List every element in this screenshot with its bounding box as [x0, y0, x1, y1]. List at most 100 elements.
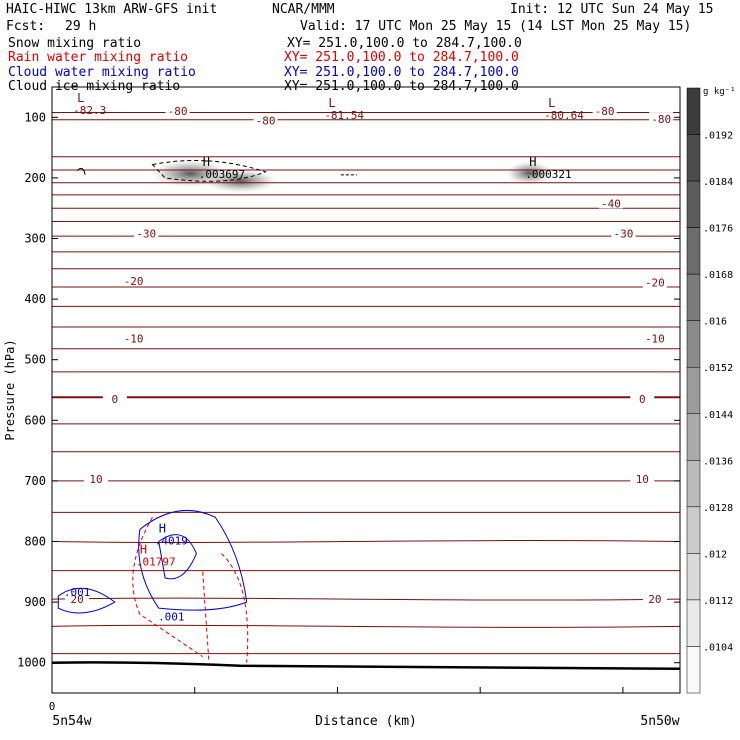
extremum-value: -82.3	[73, 104, 106, 117]
contour-label-bg	[121, 273, 146, 286]
extremum-value: .01797	[136, 556, 176, 569]
colorbar-segment	[686, 273, 701, 321]
extremum-marker: L	[548, 96, 555, 110]
terrain-surface	[51, 661, 681, 671]
colorbar-tick-label: .0104	[703, 642, 733, 653]
contour-label-bg	[642, 275, 667, 288]
extremum-marker: H	[140, 543, 147, 557]
temperature-contour-label: -80	[256, 114, 276, 127]
contour-label-bg	[134, 226, 159, 239]
ice-blob-2	[505, 161, 554, 186]
contour-label-bg	[121, 331, 146, 344]
y-tick-label: 400	[24, 292, 46, 306]
temperature-contour-label: -40	[601, 197, 621, 210]
colorbar-segment	[686, 413, 701, 461]
org-label: NCAR/MMM	[272, 2, 335, 17]
y-tick-label: 900	[24, 595, 46, 609]
colorbar-segment	[686, 180, 701, 228]
contour-label-bg	[642, 331, 667, 344]
contour-label-bg	[642, 592, 667, 605]
colorbar-segment	[686, 134, 701, 182]
y-tick-label: 200	[24, 171, 46, 185]
temperature-contour-label: -30	[136, 228, 156, 241]
extremum-marker: H	[203, 155, 210, 169]
contour-label-bg	[102, 392, 127, 405]
temperature-contour-label: 20	[70, 593, 83, 606]
y-tick-label: 500	[24, 353, 46, 367]
contour-label-bg	[630, 472, 655, 485]
plot-frame	[51, 86, 681, 694]
ice-contour-small	[76, 167, 86, 175]
extremum-marker: H	[529, 155, 536, 169]
field-rain-xy: XY= 251.0,100.0 to 284.7,100.0	[284, 50, 519, 65]
colorbar-tick-label: .0192	[703, 131, 733, 142]
y-tick-label: 100	[24, 110, 46, 124]
field-snow-xy: XY= 251.0,100.0 to 284.7,100.0	[287, 36, 522, 51]
colorbar-tick-label: .0176	[703, 224, 733, 235]
cloud-water-contour	[57, 587, 116, 614]
valid-time: Valid: 17 UTC Mon 25 May 15 (14 LST Mon …	[300, 19, 692, 34]
colorbar-tick-label: .016	[703, 317, 727, 328]
temperature-contour-label: -80	[651, 113, 671, 126]
colorbar-segment	[686, 366, 701, 415]
y-tick-label: 300	[24, 232, 46, 246]
cloud-water-contour	[138, 509, 248, 611]
colorbar-segment	[686, 227, 701, 275]
rain-contour	[221, 553, 249, 663]
contour-labels: -80 -80 -80 -80 -40 -30 -30 -20 -20 -10 -10 0 0 10 10 2…	[64, 91, 674, 624]
contour-label-bg	[649, 112, 674, 125]
mixing-ratio-contours	[57, 159, 357, 663]
colorbar-unit: g kg⁻¹	[703, 87, 736, 97]
colorbar-tick-label: .0144	[703, 410, 733, 421]
extremum-value: -81.54	[324, 109, 364, 122]
contour-label-bg	[592, 104, 617, 117]
rain-contour	[132, 517, 203, 658]
colorbar-tick-label: .0184	[703, 177, 733, 188]
ice-shading	[150, 159, 554, 193]
colorbar-segment	[686, 460, 701, 508]
colorbar-tick-label: .0112	[703, 596, 733, 607]
temperature-contour-label: 0	[111, 393, 118, 406]
temperature-contour-label: -10	[645, 332, 665, 345]
contour-label-bg	[165, 104, 190, 117]
y-tick-label: 600	[24, 413, 46, 427]
x-end-label: 5n50w	[640, 714, 679, 729]
colorbar-segment	[686, 506, 701, 554]
temp-contour-line	[51, 624, 681, 628]
extremum-value: .000321	[525, 168, 571, 181]
ice-blob-1	[202, 168, 279, 193]
temperature-contour-label: 20	[648, 593, 661, 606]
colorbar-segment	[686, 646, 701, 694]
y-tick-label: 800	[24, 535, 46, 549]
cloud-water-label: .001	[158, 611, 185, 624]
model-title: HAIC-HIWC 13km ARW-GFS init	[6, 2, 218, 17]
temperature-contours	[51, 111, 681, 655]
temperature-contour-label: -80	[168, 105, 188, 118]
init-time: Init: 12 UTC Sun 24 May 15	[510, 2, 714, 17]
rain-contour	[202, 571, 210, 663]
y-tick-label: 1000	[17, 656, 46, 670]
extremum-value: .003697	[199, 168, 245, 181]
extremum-marker: L	[77, 91, 84, 105]
contour-label-bg	[253, 113, 278, 126]
colorbar-tick-label: .0136	[703, 456, 733, 467]
colorbar-segment	[686, 320, 701, 368]
temperature-contour-label: -20	[124, 275, 144, 288]
cloud-water-contour	[158, 534, 197, 580]
contour-label-bg	[598, 196, 623, 209]
y-axis-label: Pressure (hPa)	[3, 339, 17, 440]
contour-label-bg	[611, 226, 636, 239]
x-start-label: 5n54w	[52, 714, 91, 729]
field-cloud-water-xy: XY= 251.0,100.0 to 284.7,100.0	[284, 65, 519, 80]
colorbar-tick-label: .0128	[703, 503, 733, 514]
field-rain: Rain water mixing ratio	[8, 50, 189, 65]
temperature-contour-label: -10	[124, 332, 144, 345]
cloud-water-label: .001	[64, 586, 91, 599]
plot-border	[51, 86, 681, 694]
terrain-line	[51, 661, 681, 671]
colorbar: .0192 .0184 .0176 .0168 .016 .0152 .0144 .0136.…	[686, 87, 736, 694]
temperature-contour-label: 10	[636, 473, 649, 486]
temperature-contour-label: -30	[614, 228, 634, 241]
extremum-marker: H	[159, 521, 166, 535]
